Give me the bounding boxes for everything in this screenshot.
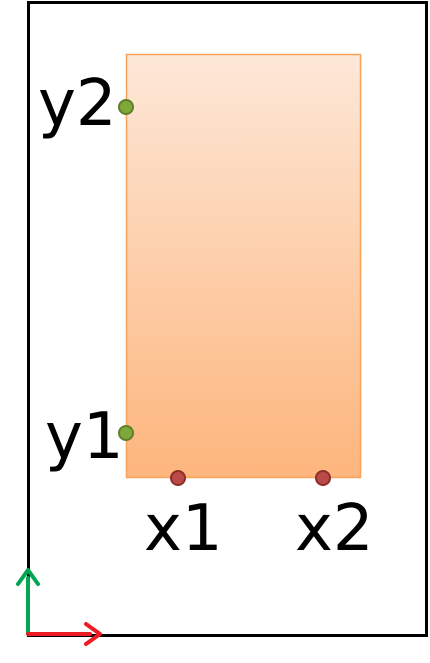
y1-label: y1 [45, 400, 124, 474]
y1-point [118, 425, 134, 441]
y2-point [118, 99, 134, 115]
outer-frame [27, 1, 428, 637]
x-axis-arrow-head [84, 622, 102, 646]
x2-label: x2 [295, 492, 374, 566]
orange-rectangle [125, 53, 362, 479]
y2-label: y2 [38, 67, 117, 141]
x2-point [315, 470, 331, 486]
y-axis-arrow-head [16, 568, 40, 586]
x1-point [170, 470, 186, 486]
x1-label: x1 [144, 492, 223, 566]
axis-indicator [16, 568, 102, 646]
